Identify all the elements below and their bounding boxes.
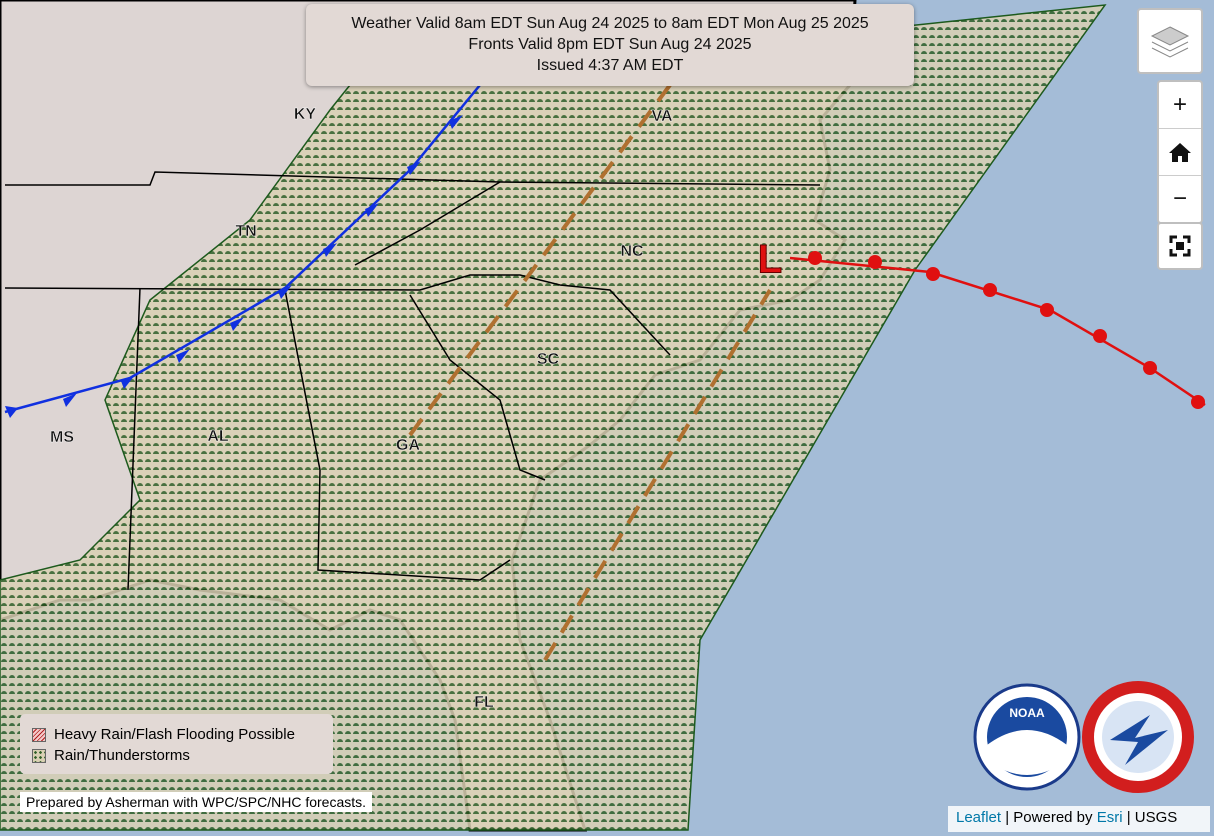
warm-front-symbol <box>1143 361 1157 375</box>
cold-front-symbol <box>230 317 244 331</box>
warm-front-symbol <box>926 267 940 281</box>
cold-front-symbol <box>121 375 135 389</box>
warm-front-symbol <box>868 255 882 269</box>
usgs: USGS <box>1134 809 1178 826</box>
esri-link[interactable]: Esri <box>1096 809 1123 826</box>
cold-front-symbol <box>323 243 337 257</box>
legend-label: Rain/Thunderstorms <box>54 747 190 764</box>
rain-area <box>0 4 1107 831</box>
warm-front-symbol <box>983 283 997 297</box>
fullscreen-button[interactable] <box>1157 222 1203 270</box>
state-label: AL <box>207 428 229 445</box>
state-label: SC <box>537 351 560 368</box>
legend-swatch <box>32 727 46 742</box>
layers-icon <box>1150 26 1190 58</box>
state-label: GA <box>396 437 420 454</box>
cold-front-symbol <box>5 406 18 418</box>
legend-label: Heavy Rain/Flash Flooding Possible <box>54 726 295 743</box>
separator: | <box>1005 809 1010 826</box>
cold-front-symbol <box>63 393 77 407</box>
noaa-text: NOAA <box>1009 706 1045 720</box>
state-borders <box>4 171 821 591</box>
legend: Heavy Rain/Flash Flooding Possible Rain/… <box>20 714 333 774</box>
attribution: Leaflet | Powered by Esri | USGS <box>948 806 1210 832</box>
fullscreen-icon <box>1169 235 1191 257</box>
layers-button[interactable] <box>1137 8 1203 74</box>
home-icon <box>1169 143 1191 162</box>
state-label: MS <box>50 429 74 446</box>
legend-swatch <box>32 748 46 763</box>
nws-logo <box>1082 681 1194 793</box>
zoom-control: + − <box>1157 80 1203 224</box>
header-line: Weather Valid 8am EDT Sun Aug 24 2025 to… <box>351 15 869 32</box>
warm-front-symbol <box>1191 395 1205 409</box>
cold-front-symbol <box>278 285 292 299</box>
cold-front-symbol <box>449 115 463 129</box>
header: Weather Valid 8am EDT Sun Aug 24 2025 to… <box>306 4 914 86</box>
powered-by: Powered by <box>1013 809 1093 826</box>
low-pressure-label: L <box>758 238 782 282</box>
troughs <box>408 83 772 662</box>
credit: Prepared by Asherman with WPC/SPC/NHC fo… <box>20 792 373 812</box>
separator: | <box>1126 809 1131 826</box>
zoom-out-button[interactable]: − <box>1172 185 1187 212</box>
cold-front-symbol <box>365 203 379 217</box>
state-label: NC <box>620 243 644 260</box>
header-line: Issued 4:37 AM EDT <box>536 57 684 74</box>
zoom-in-button[interactable]: + <box>1159 82 1201 129</box>
warm-front-symbol <box>808 251 822 265</box>
legend-item: Rain/Thunderstorms <box>32 745 333 766</box>
state-label: KY <box>294 106 317 123</box>
header-line: Fronts Valid 8pm EDT Sun Aug 24 2025 <box>468 36 752 53</box>
noaa-logo: NOAA <box>973 683 1081 791</box>
warm-front-symbol <box>1040 303 1054 317</box>
state-label: FL <box>474 694 494 711</box>
warm-front-symbol <box>1093 329 1107 343</box>
state-label: TN <box>235 223 256 240</box>
cold-front-symbol <box>176 349 190 363</box>
leaflet-link[interactable]: Leaflet <box>956 809 1002 826</box>
cold-front-symbol <box>407 161 421 175</box>
state-label: VA <box>651 108 672 125</box>
legend-item: Heavy Rain/Flash Flooding Possible <box>32 724 333 745</box>
home-button[interactable] <box>1159 129 1201 176</box>
